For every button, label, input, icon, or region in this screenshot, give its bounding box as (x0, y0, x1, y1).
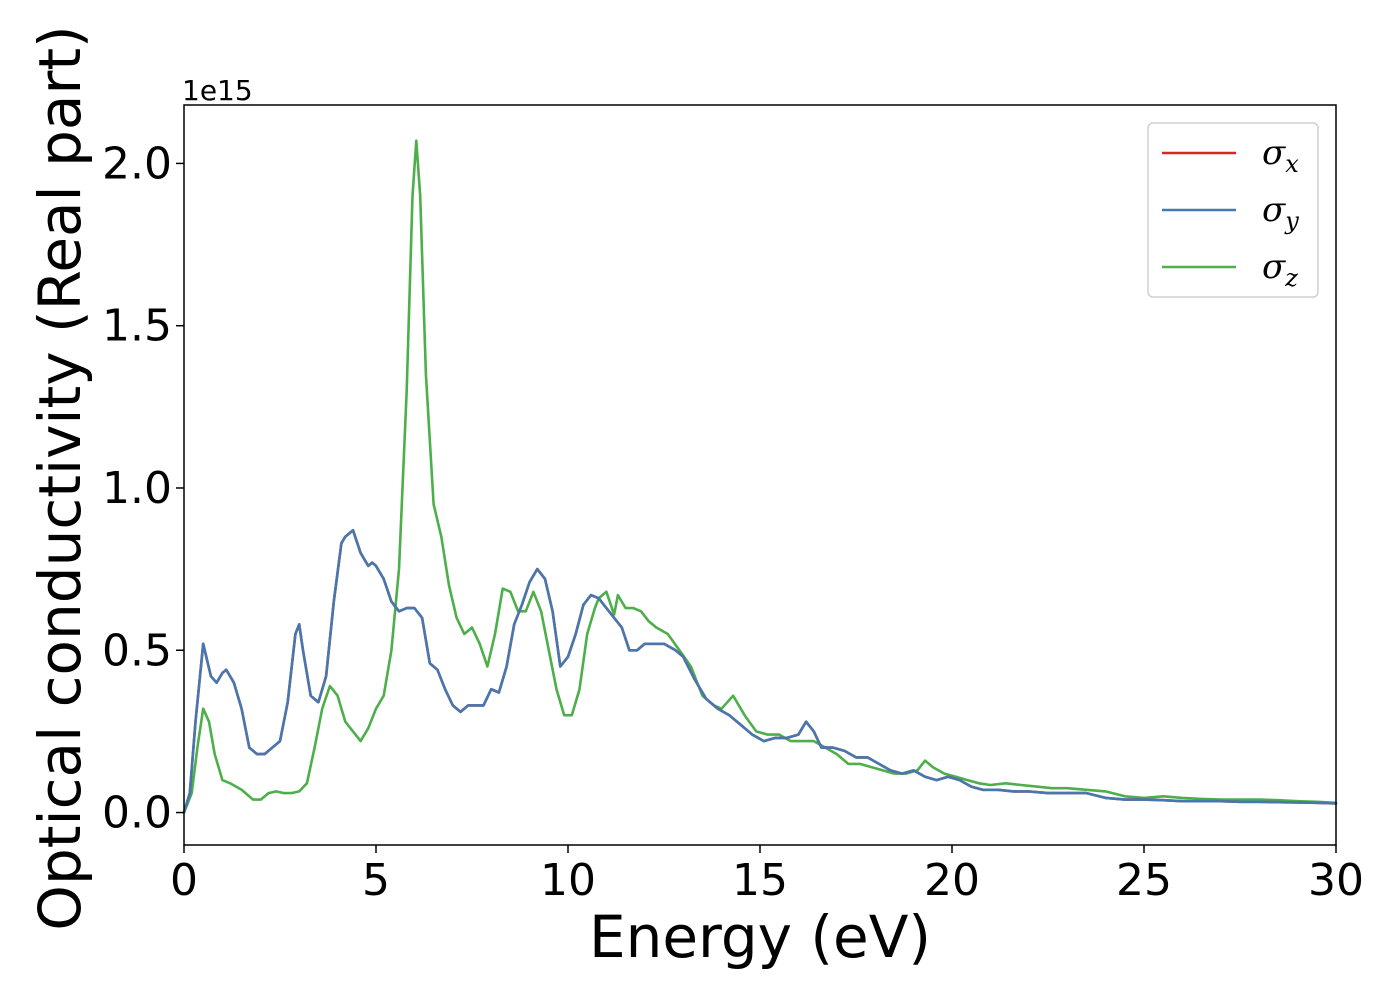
legend-label-x: σx (1262, 133, 1299, 178)
x-tick-label: 0 (170, 855, 198, 906)
y-tick-label: 0.0 (102, 788, 172, 839)
series-line-x (182, 528, 1338, 814)
y-tick-label: 2.0 (102, 138, 172, 189)
y-tick-label: 1.5 (102, 301, 172, 352)
x-tick-label: 5 (362, 855, 390, 906)
x-tick-label: 30 (1308, 855, 1364, 906)
series-line-z (182, 139, 1338, 814)
x-axis: 0 5 10 15 20 25 30 (170, 845, 1364, 906)
x-tick-label: 10 (540, 855, 596, 906)
x-axis-title: Energy (eV) (589, 903, 931, 971)
y-tick-label: 1.0 (102, 463, 172, 514)
x-tick-label: 20 (924, 855, 980, 906)
series-line-y (182, 528, 1338, 814)
y-offset-label: 1e15 (182, 74, 253, 107)
y-axis: 0.0 0.5 1.0 1.5 2.0 (102, 138, 184, 839)
x-tick-label: 25 (1116, 855, 1172, 906)
y-axis-title: Optical conductivity (Real part) (26, 25, 94, 930)
x-tick-label: 15 (732, 855, 788, 906)
y-tick-label: 0.5 (102, 625, 172, 676)
legend-label-y: σy (1262, 190, 1299, 235)
plot-lines (182, 139, 1338, 814)
